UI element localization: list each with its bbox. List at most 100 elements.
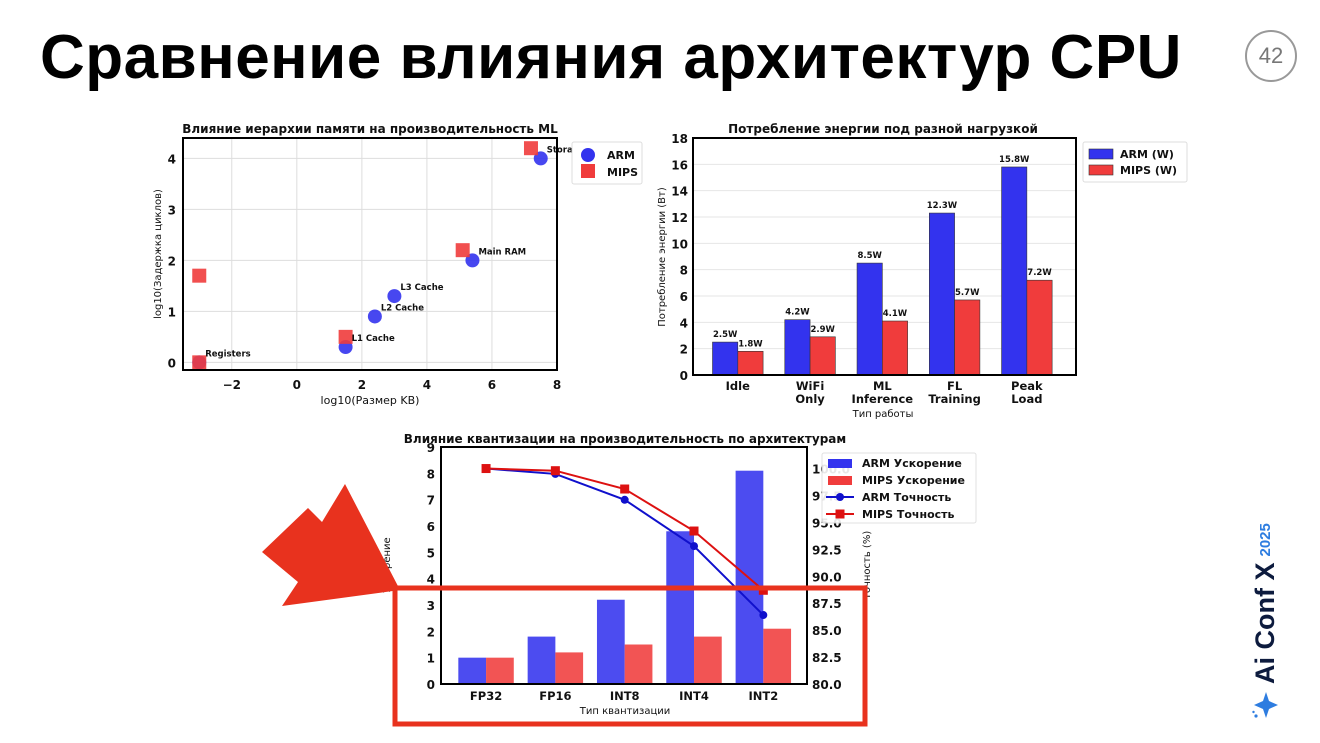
logo-name: Ai Conf X [1250, 562, 1280, 685]
highlight-rectangle [392, 585, 868, 727]
chart3-x-tick: FP16 [539, 689, 571, 703]
chart2-legend-mips-label: MIPS (W) [1120, 164, 1177, 177]
chart2-x-tick: Idle [726, 379, 750, 393]
chart2-title: Потребление энергии под разной нагрузкой [728, 122, 1038, 136]
chart2-bar-mips [882, 320, 908, 376]
chart3-y-tick: 9 [427, 441, 435, 455]
chart3-x-label: Тип квантизации [579, 706, 671, 717]
chart2-bar-arm [784, 319, 811, 376]
chart3-y-right-label: Точность (%) [862, 531, 873, 601]
chart1-legend-mips-marker [581, 164, 595, 178]
chart3-legend-label: MIPS Точность [862, 508, 955, 521]
chart2-x-tick: Load [1011, 392, 1042, 406]
chart2-bar-mips [809, 336, 836, 376]
chart3-y-tick: 2 [427, 625, 435, 639]
chart2-x-tick: Only [795, 392, 825, 406]
chart3-x-tick: INT4 [679, 689, 709, 703]
chart1-point-mips [338, 329, 353, 344]
chart3-bar-arm [596, 599, 625, 684]
chart3-y-right-tick: 82.5 [812, 651, 842, 665]
chart2-bar-mips [737, 350, 764, 376]
chart3-y-tick: 4 [427, 573, 435, 587]
chart2-x-tick: Training [928, 392, 981, 406]
chart3-legend-label: MIPS Ускорение [862, 474, 965, 487]
chart3-bar-arm [458, 657, 487, 684]
chart2-data-label: 12.3W [927, 201, 958, 211]
chart1-point-label: L1 Cache [352, 334, 395, 344]
chart2-legend-arm-swatch [1088, 148, 1114, 160]
chart2-y-tick: 10 [671, 237, 688, 251]
chart3-line-point-arm [690, 542, 699, 551]
chart2-data-label: 5.7W [955, 288, 980, 298]
chart1-x-tick: 4 [423, 378, 431, 392]
chart2-data-label: 15.8W [999, 155, 1030, 165]
chart1-x-tick: 6 [488, 378, 496, 392]
chart2-data-label: 8.5W [857, 251, 882, 261]
chart1-y-tick: 3 [168, 203, 176, 217]
chart3-legend-arm-marker [836, 493, 844, 501]
chart3-line-point-arm [620, 495, 629, 504]
chart1-y-tick: 2 [168, 254, 176, 268]
chart1-point-mips [192, 268, 207, 283]
chart1-point-arm [367, 309, 382, 324]
chart2-bar-arm [856, 262, 883, 376]
chart3-line-point-mips [620, 484, 630, 494]
chart2-y-tick: 6 [680, 290, 688, 304]
chart1-y-label: log10(Задержка циклов) [153, 189, 164, 319]
chart1-legend-arm-label: ARM [607, 149, 635, 162]
slide-title: Сравнение влияния архитектур CPU [40, 23, 1182, 92]
chart2-bar-arm [929, 212, 955, 376]
chart2-bar-arm [712, 341, 739, 376]
chart3-legend-arm-bar-swatch [828, 459, 852, 468]
logo-star-icon [1251, 692, 1278, 718]
chart3-y-right-tick: 90.0 [812, 570, 842, 584]
chart1-x-label: log10(Размер KB) [321, 394, 420, 407]
chart3-legend-label: ARM Точность [862, 491, 951, 504]
chart1-axes-frame [182, 137, 558, 371]
chart2-legend-mips-swatch [1088, 164, 1114, 176]
chart1-x-tick: −2 [223, 378, 241, 392]
chart2-legend-arm-label: ARM (W) [1120, 148, 1174, 161]
chart3-y-tick: 8 [427, 467, 435, 481]
chart2-data-label: 7.2W [1027, 268, 1052, 278]
chart1-point-arm [387, 289, 402, 304]
chart2-data-label: 4.1W [883, 309, 908, 319]
chart3-legend-label: ARM Ускорение [862, 457, 962, 470]
chart3-y-tick: 0 [427, 678, 435, 692]
chart3-legend-mips-marker [835, 509, 845, 519]
chart2-axes-frame [692, 137, 1077, 376]
conference-logo: Ai Conf X 2025 [1250, 523, 1281, 720]
chart3-bar-mips [763, 628, 792, 684]
chart2-y-tick: 12 [671, 211, 688, 225]
chart3-bar-arm [666, 531, 695, 684]
chart2-y-tick: 18 [671, 132, 688, 146]
chart3-y-right-tick: 92.5 [812, 543, 842, 557]
chart1-point-mips [523, 141, 538, 156]
chart1-y-tick: 1 [168, 305, 176, 319]
chart3-bar-mips [624, 644, 653, 684]
chart1-legend-mips-label: MIPS [607, 166, 638, 179]
chart3-y-right-tick: 85.0 [812, 624, 842, 638]
chart3-legend-box [821, 452, 977, 524]
chart3-bar-mips [555, 652, 584, 684]
chart3-x-tick: INT2 [748, 689, 778, 703]
chart1-x-tick: 2 [358, 378, 366, 392]
chart2-y-label: Потребление энергии (Вт) [657, 187, 668, 327]
chart3-y-tick: 3 [427, 599, 435, 613]
chart2-data-label: 2.5W [713, 330, 738, 340]
chart2-y-tick: 4 [680, 316, 688, 330]
chart2-data-label: 2.9W [810, 325, 835, 335]
chart1-y-tick: 4 [168, 152, 176, 166]
chart3-bar-mips [694, 636, 722, 684]
chart3-y-right-tick: 80.0 [812, 678, 842, 692]
chart2-y-tick: 2 [680, 343, 688, 357]
chart2-x-label: Тип работы [852, 409, 914, 420]
chart2-data-label: 1.8W [738, 339, 763, 349]
chart2-bar-mips [954, 299, 981, 376]
chart3-bar-arm [527, 636, 556, 684]
chart1-point-label: Main RAM [478, 247, 526, 257]
chart1-x-tick: 0 [293, 378, 301, 392]
chart2-y-tick: 8 [680, 264, 688, 278]
chart3-bar-mips [486, 657, 514, 684]
